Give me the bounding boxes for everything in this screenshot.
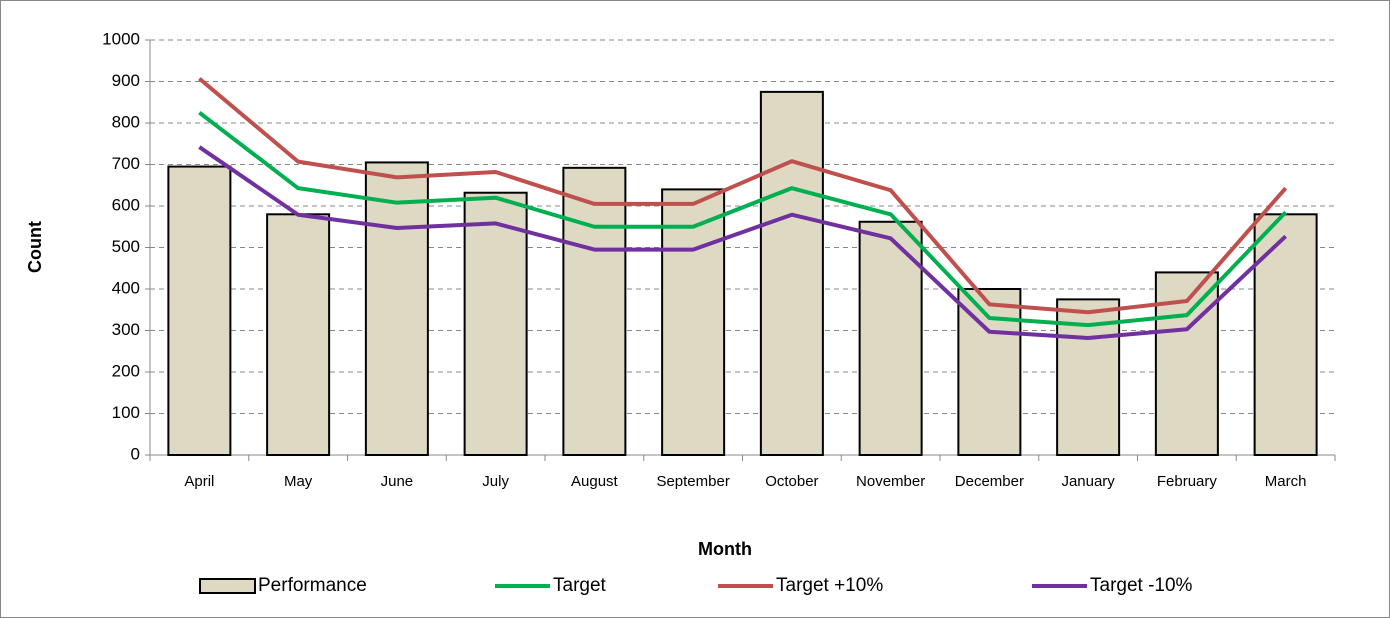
legend-label: Target [553,575,607,596]
legend-label: Target -10% [1090,575,1193,596]
legend-swatch [199,578,256,594]
x-tick-label: August [571,473,619,490]
bar [661,188,726,456]
y-tick-label: 100 [112,403,140,422]
bar [266,213,331,456]
x-axis-label: Month [698,539,752,559]
y-tick-label: 500 [112,237,140,256]
x-tick-label: December [955,473,1024,490]
line [198,111,1288,328]
x-tick-label: July [482,473,509,490]
x-tick-label: September [656,473,729,490]
x-tick-label: November [856,473,925,490]
x-tick-label: February [1157,473,1218,490]
x-tick-label: April [184,473,214,490]
y-tick-label: 1000 [102,29,140,48]
y-tick-label: 200 [112,361,140,380]
x-tick-label: May [284,473,313,490]
bar [562,166,627,456]
x-tick-label: October [765,473,818,490]
line [198,145,1288,340]
y-tick-label: 800 [112,112,140,131]
x-tick-label: March [1265,473,1307,490]
y-tick-label: 0 [131,444,140,463]
x-tick-label: June [381,473,414,490]
y-tick-label: 300 [112,320,140,339]
bar [759,90,824,456]
x-tick-label: January [1061,473,1115,490]
y-tick-label: 600 [112,195,140,214]
bar [167,165,232,456]
legend-label: Performance [258,575,367,596]
y-tick-label: 900 [112,71,140,90]
line [198,77,1288,315]
y-tick-label: 700 [112,154,140,173]
y-axis-label: Count [25,221,45,273]
y-tick-label: 400 [112,278,140,297]
legend-label: Target +10% [776,575,883,596]
bar [957,288,1022,456]
bar [364,161,429,457]
bar [463,191,528,456]
bar [1253,213,1318,456]
